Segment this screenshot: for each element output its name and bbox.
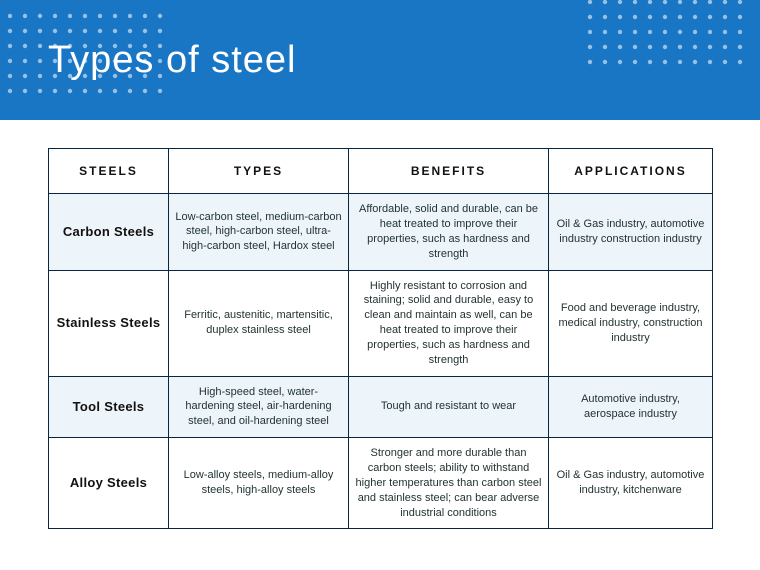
steel-types-table: STEELS TYPES BENEFITS APPLICATIONS Carbo… <box>48 148 713 529</box>
table-header-row: STEELS TYPES BENEFITS APPLICATIONS <box>49 149 713 194</box>
cell-applications: Oil & Gas industry, automotive industry … <box>549 194 713 270</box>
col-header-applications: APPLICATIONS <box>549 149 713 194</box>
cell-benefits: Affordable, solid and durable, can be he… <box>349 194 549 270</box>
decor-dots-right <box>584 0 754 81</box>
col-header-benefits: BENEFITS <box>349 149 549 194</box>
table-row: Stainless SteelsFerritic, austenitic, ma… <box>49 270 713 376</box>
slide-header: Types of steel <box>0 0 760 120</box>
cell-types: High-speed steel, water-hardening steel,… <box>169 376 349 438</box>
cell-steels: Carbon Steels <box>49 194 169 270</box>
cell-benefits: Tough and resistant to wear <box>349 376 549 438</box>
table-row: Tool SteelsHigh-speed steel, water-harde… <box>49 376 713 438</box>
cell-types: Low-alloy steels, medium-alloy steels, h… <box>169 438 349 529</box>
cell-types: Low-carbon steel, medium-carbon steel, h… <box>169 194 349 270</box>
cell-steels: Tool Steels <box>49 376 169 438</box>
col-header-types: TYPES <box>169 149 349 194</box>
cell-applications: Automotive industry, aerospace industry <box>549 376 713 438</box>
page-title: Types of steel <box>48 39 296 82</box>
cell-benefits: Highly resistant to corrosion and staini… <box>349 270 549 376</box>
cell-steels: Alloy Steels <box>49 438 169 529</box>
table-row: Alloy SteelsLow-alloy steels, medium-all… <box>49 438 713 529</box>
cell-applications: Oil & Gas industry, automotive industry,… <box>549 438 713 529</box>
cell-steels: Stainless Steels <box>49 270 169 376</box>
cell-benefits: Stronger and more durable than carbon st… <box>349 438 549 529</box>
table-container: STEELS TYPES BENEFITS APPLICATIONS Carbo… <box>0 120 760 529</box>
table-row: Carbon SteelsLow-carbon steel, medium-ca… <box>49 194 713 270</box>
col-header-steels: STEELS <box>49 149 169 194</box>
cell-applications: Food and beverage industry, medical indu… <box>549 270 713 376</box>
cell-types: Ferritic, austenitic, martensitic, duple… <box>169 270 349 376</box>
